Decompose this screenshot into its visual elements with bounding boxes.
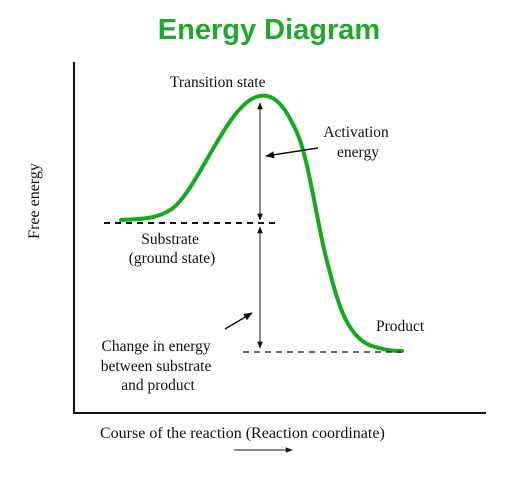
energy-change-line1: Change in energy xyxy=(102,338,211,355)
activation-energy-line2: energy xyxy=(337,144,379,161)
reaction-curve xyxy=(119,93,404,353)
activation-energy-label: Activation energy xyxy=(323,124,392,161)
diagram-title: Energy Diagram xyxy=(158,14,380,46)
energy-change-line3: and product xyxy=(121,377,195,394)
substrate-line2: (ground state) xyxy=(129,250,216,267)
substrate-line1: Substrate xyxy=(141,231,199,248)
pointer-arrow-icon xyxy=(265,147,319,159)
activation-energy-line1: Activation xyxy=(323,124,389,141)
energy-change-label: Change in energy between substrate and p… xyxy=(101,338,216,394)
x-axis-label: Course of the reaction (Reaction coordin… xyxy=(100,425,385,442)
transition-state-label: Transition state xyxy=(170,74,266,91)
y-axis-label: Free energy xyxy=(26,163,43,239)
substrate-label: Substrate (ground state) xyxy=(129,231,216,267)
product-label: Product xyxy=(376,318,425,335)
pointer-arrow-icon xyxy=(224,312,253,330)
energy-change-line2: between substrate xyxy=(101,358,212,375)
